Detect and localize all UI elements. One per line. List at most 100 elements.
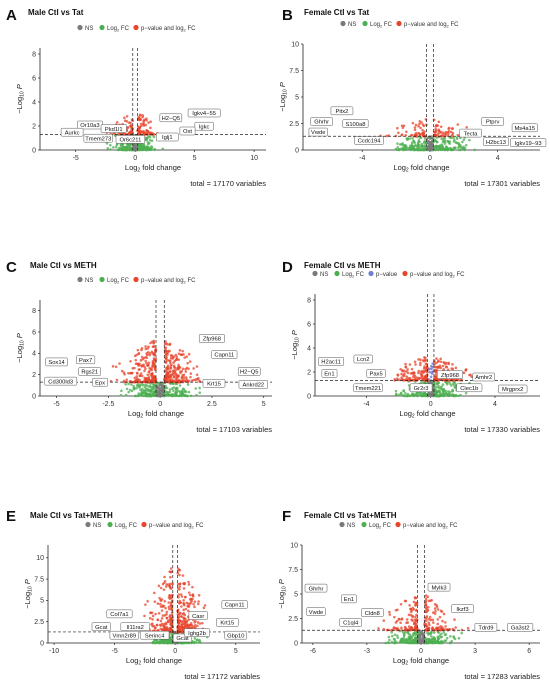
point-significant [134,358,138,362]
gene-label-box [78,367,101,376]
point-significant [146,129,150,133]
point-log2fc [452,146,456,149]
point-log2fc [413,393,417,397]
y-tick-label: 4 [307,345,311,352]
point-significant [406,368,409,371]
point-significant [176,613,180,616]
gene-label: Tmem273 [85,136,111,142]
point-significant [399,368,402,371]
point-significant [421,128,424,132]
point-significant [118,362,121,365]
point-significant [137,351,141,355]
gene-label: Clec1b [460,386,478,392]
point-log2fc [152,640,156,643]
gene-label: Krt15 [220,621,234,627]
point-log2fc [169,638,172,642]
point-log2fc [144,387,148,390]
point-significant [111,365,115,368]
point-log2fc [445,636,449,640]
point-significant [181,349,184,353]
point-log2fc [142,389,146,393]
point-significant [395,377,399,380]
total-caption: total = 17170 variables [190,179,266,188]
gene-label: Ms4a15 [514,126,535,132]
point-log2fc [452,635,455,638]
point-log2fc [186,383,190,386]
x-axis-title: Log2 fold change [399,409,455,420]
y-axis-title: −Log10 P [277,579,288,609]
y-axis-title: −Log10 P [15,333,26,363]
point-significant [115,120,119,124]
point-significant [170,596,173,600]
point-significant [436,608,440,611]
point-log2fc [149,385,152,389]
point-significant [442,612,446,616]
point-significant [159,586,163,590]
point-significant [164,356,167,360]
x-axis-title: Log2 fold change [128,409,184,420]
gene-label-box [45,357,68,367]
point-significant [197,600,200,603]
point-significant [123,116,126,120]
point-significant [412,371,416,374]
point-ns [133,146,136,150]
point-significant [450,378,454,382]
point-significant [424,374,427,378]
point-log2fc [387,635,391,639]
point-ns [430,136,433,140]
point-significant [434,130,437,134]
point-significant [144,345,147,348]
gene-label-box [92,377,108,387]
x-tick-label: 10 [250,155,258,162]
point-significant [168,594,171,597]
point-significant [163,378,167,381]
point-log2fc [112,146,115,149]
point-significant [193,626,197,629]
point-significant [138,368,141,371]
point-log2fc [384,641,387,645]
point-significant [152,624,156,628]
gene-label-box [184,628,210,637]
point-log2fc [121,143,125,147]
point-ns [157,387,160,390]
point-log2fc [141,391,145,395]
point-log2fc [435,390,439,394]
point-significant [436,132,440,136]
point-significant [407,613,411,617]
point-log2fc [136,394,140,398]
gene-label-box [60,127,84,137]
point-significant [400,376,403,379]
point-log2fc [195,393,198,397]
point-significant [203,604,207,607]
point-log2fc [166,641,170,645]
point-significant [163,342,167,346]
point-significant [125,114,129,118]
panel-letter: B [282,7,293,24]
point-significant [443,132,447,136]
point-significant [191,597,194,601]
point-significant [155,623,159,627]
point-significant [437,359,440,362]
point-significant [144,347,148,351]
point-significant [406,371,410,375]
point-significant [194,378,197,382]
point-significant [127,371,130,375]
point-log2fc [457,148,461,152]
panel-title: Female Ctl vs Tat [304,8,370,17]
point-log2fc [405,641,408,645]
point-significant [417,124,420,128]
point-log2fc [406,392,410,396]
point-significant [153,600,157,603]
point-log2fc [106,146,110,150]
y-tick-label: 8 [32,51,36,58]
gene-label-box [507,623,534,632]
point-significant [396,374,400,377]
legend-ns-marker [339,521,345,528]
point-significant [176,571,180,575]
point-log2fc [401,394,405,397]
point-significant [164,340,167,343]
point-significant [177,358,181,361]
point-log2fc [186,394,189,398]
point-significant [167,375,171,379]
point-significant [159,602,162,606]
